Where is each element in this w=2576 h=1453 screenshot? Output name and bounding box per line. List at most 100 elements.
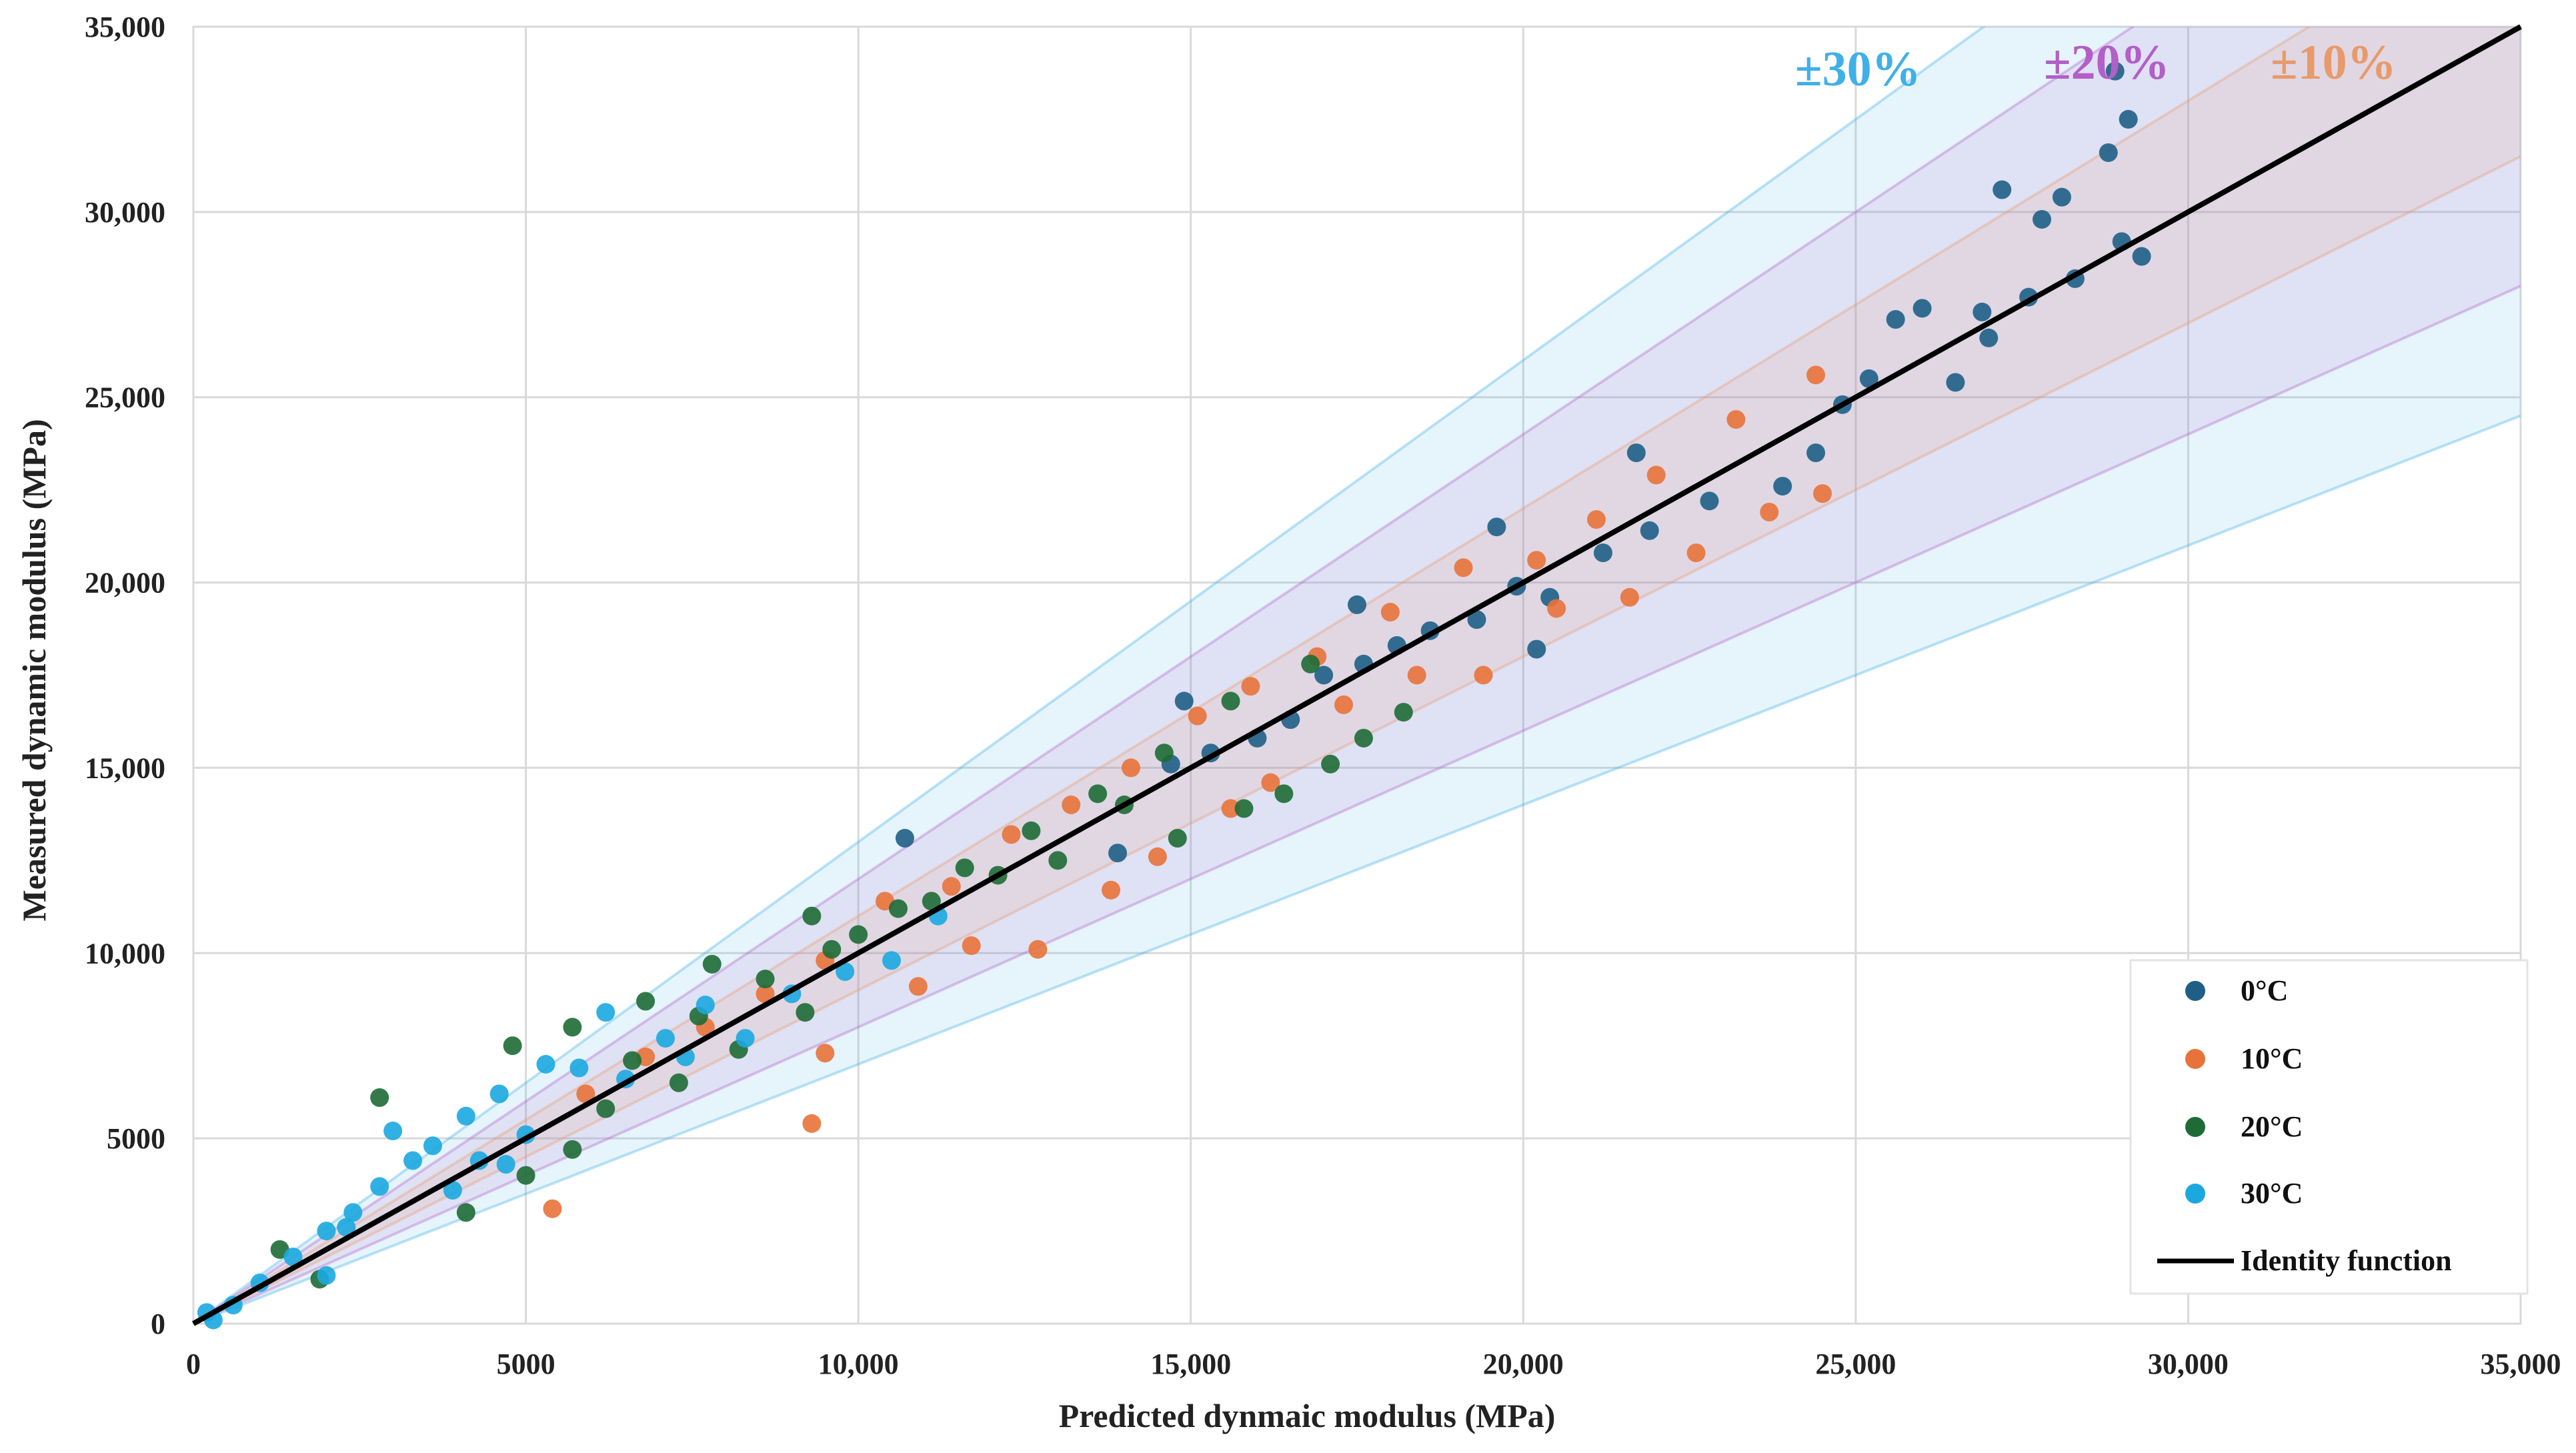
band-edge-lower (193, 414, 2521, 1324)
point-30c (283, 1247, 303, 1266)
point-10c (1121, 758, 1140, 778)
x-tick-label: 20,000 (1483, 1348, 1564, 1380)
data-points (197, 61, 2151, 1330)
grid-layer (192, 25, 2522, 1325)
point-30c (836, 962, 855, 982)
point-10c (1407, 665, 1426, 685)
point-30c (443, 1180, 462, 1200)
point-0c (1626, 443, 1646, 463)
x-tick-label: 10,000 (818, 1348, 899, 1380)
legend-marker-20c (2185, 1117, 2205, 1137)
point-20c (1154, 744, 1174, 763)
point-10c (908, 977, 928, 996)
point-10c (1686, 543, 1706, 563)
point-20c (1394, 703, 1413, 722)
band-label-10: ±10% (2271, 35, 2397, 90)
point-0c (1593, 543, 1612, 563)
point-20c (1221, 691, 1240, 711)
point-20c (922, 892, 941, 911)
point-10c (1334, 695, 1354, 714)
point-10c (1620, 587, 1639, 607)
point-20c (802, 906, 822, 926)
point-10c (1102, 880, 1121, 900)
point-20c (756, 970, 775, 989)
point-0c (1487, 517, 1506, 537)
point-20c (669, 1073, 688, 1092)
point-0c (2105, 61, 2125, 81)
y-tick-label: 5000 (107, 1122, 165, 1155)
y-tick-label: 25,000 (85, 381, 165, 414)
point-20c (1048, 851, 1068, 870)
point-20c (370, 1088, 389, 1108)
point-10c (802, 1114, 822, 1133)
point-0c (1108, 844, 1128, 863)
point-10c (1261, 773, 1280, 792)
x-tick-label: 35,000 (2481, 1348, 2561, 1380)
x-tick-label: 5000 (497, 1348, 555, 1380)
point-30c (489, 1084, 509, 1104)
point-30c (882, 951, 901, 970)
legend-label-10c: 10°C (2241, 1042, 2303, 1075)
point-0c (1859, 369, 1878, 388)
y-tick-label: 30,000 (85, 196, 165, 229)
point-0c (1527, 639, 1546, 659)
point-30c (696, 996, 715, 1015)
point-20c (1354, 728, 1373, 748)
point-0c (1979, 328, 1999, 347)
point-10c (1726, 410, 1746, 429)
point-10c (816, 1044, 835, 1063)
point-30c (496, 1155, 515, 1174)
point-10c (756, 984, 775, 1004)
point-10c (1188, 706, 1207, 725)
point-10c (1527, 551, 1546, 570)
legend-label-20c: 20°C (2241, 1110, 2303, 1143)
point-0c (2132, 247, 2151, 266)
point-20c (955, 858, 974, 878)
point-10c (1454, 558, 1473, 577)
band-label-20: ±20% (2044, 35, 2170, 90)
point-0c (1467, 610, 1486, 629)
point-20c (702, 954, 722, 974)
point-10c (1806, 365, 1826, 385)
point-10c (1380, 603, 1400, 622)
point-30c (370, 1177, 389, 1196)
point-30c (423, 1136, 442, 1156)
point-20c (623, 1051, 642, 1070)
point-30c (343, 1203, 363, 1222)
point-20c (1088, 784, 1108, 804)
point-20c (563, 1140, 582, 1159)
point-0c (895, 829, 914, 848)
legend-marker-0c (2185, 981, 2205, 1001)
point-10c (543, 1199, 562, 1218)
band-edge-upper (193, 27, 1987, 1324)
point-30c (317, 1222, 336, 1241)
y-tick-label: 35,000 (85, 11, 165, 43)
band-label-30: ±30% (1795, 42, 1921, 97)
point-10c (1813, 484, 1832, 503)
point-0c (1700, 491, 1719, 511)
point-0c (1912, 299, 1932, 318)
legend-label-30c: 30°C (2241, 1177, 2303, 1210)
point-30c (656, 1029, 675, 1048)
point-30c (596, 1003, 615, 1022)
point-20c (456, 1203, 475, 1222)
x-axis-title: Predicted dynmaic modulus (MPa) (1059, 1397, 1556, 1434)
point-0c (1174, 691, 1194, 711)
point-20c (796, 1003, 815, 1022)
point-0c (2099, 143, 2118, 162)
y-axis-title: Measured dynamic modulus (MPa) (15, 419, 53, 921)
point-0c (1973, 302, 1992, 321)
point-10c (1241, 677, 1260, 696)
point-10c (1221, 799, 1240, 818)
point-10c (1028, 940, 1048, 959)
x-tick-label: 30,000 (2148, 1348, 2229, 1380)
point-20c (1234, 799, 1254, 818)
point-0c (1886, 310, 1905, 329)
legend: 0°C 10°C 20°C 30°C Identity function (2129, 959, 2529, 1295)
point-30c (317, 1266, 336, 1285)
identity-line-layer (192, 24, 2522, 1326)
point-10c (1474, 665, 1493, 685)
point-20c (1301, 654, 1320, 673)
